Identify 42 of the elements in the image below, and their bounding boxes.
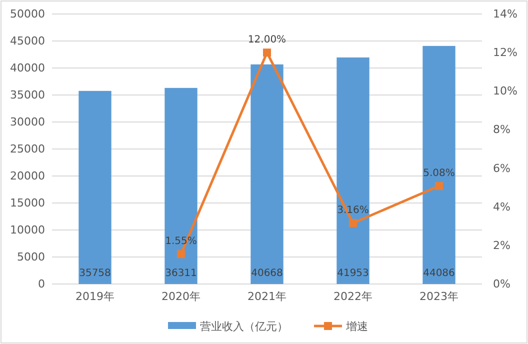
y2-tick-label: 6% (493, 162, 510, 175)
bar (422, 46, 456, 284)
bar (78, 90, 112, 284)
y2-tick-label: 14% (493, 8, 518, 21)
y-tick-label: 5000 (17, 250, 45, 264)
y-tick-label: 0 (38, 278, 45, 291)
y2-tick-label: 0% (493, 278, 510, 291)
y-tick-label: 50000 (10, 8, 45, 21)
y2-tick-label: 2% (493, 238, 510, 252)
legend-label: 营业收入（亿元） (200, 320, 288, 333)
data-label: 35758 (79, 268, 111, 279)
y2-tick-label: 4% (493, 200, 510, 214)
data-label: 40668 (251, 268, 283, 279)
y2-tick-label: 8% (493, 123, 510, 136)
point (263, 48, 271, 57)
point (177, 250, 185, 258)
y-tick-label: 10000 (10, 224, 45, 237)
bar (336, 57, 370, 284)
y2-tick-label: 10% (493, 84, 518, 98)
data-label: 12.00% (248, 34, 286, 46)
y-tick-label: 40000 (10, 62, 45, 75)
data-label: 5.08% (423, 168, 455, 180)
x-tick-label: 2020年 (162, 290, 200, 304)
y-tick-label: 25000 (10, 142, 45, 156)
data-label: 41953 (337, 268, 369, 279)
y2-tick-label: 12% (493, 46, 518, 60)
point (349, 219, 357, 228)
data-label: 44086 (423, 268, 455, 279)
y-tick-label: 15000 (10, 196, 45, 210)
x-tick-label: 2019年 (76, 290, 114, 304)
y-tick-label: 20000 (10, 170, 45, 183)
y-tick-label: 35000 (10, 88, 45, 102)
data-label: 36311 (165, 268, 197, 279)
y-tick-label: 45000 (10, 34, 45, 48)
x-tick-label: 2021年 (248, 290, 286, 304)
y-tick-label: 30000 (10, 116, 45, 129)
bar (250, 64, 284, 284)
point (435, 182, 443, 190)
legend-label: 增速 (345, 320, 368, 333)
x-tick-label: 2022年 (334, 290, 372, 304)
x-tick-label: 2023年 (420, 290, 458, 304)
bar (164, 88, 198, 284)
